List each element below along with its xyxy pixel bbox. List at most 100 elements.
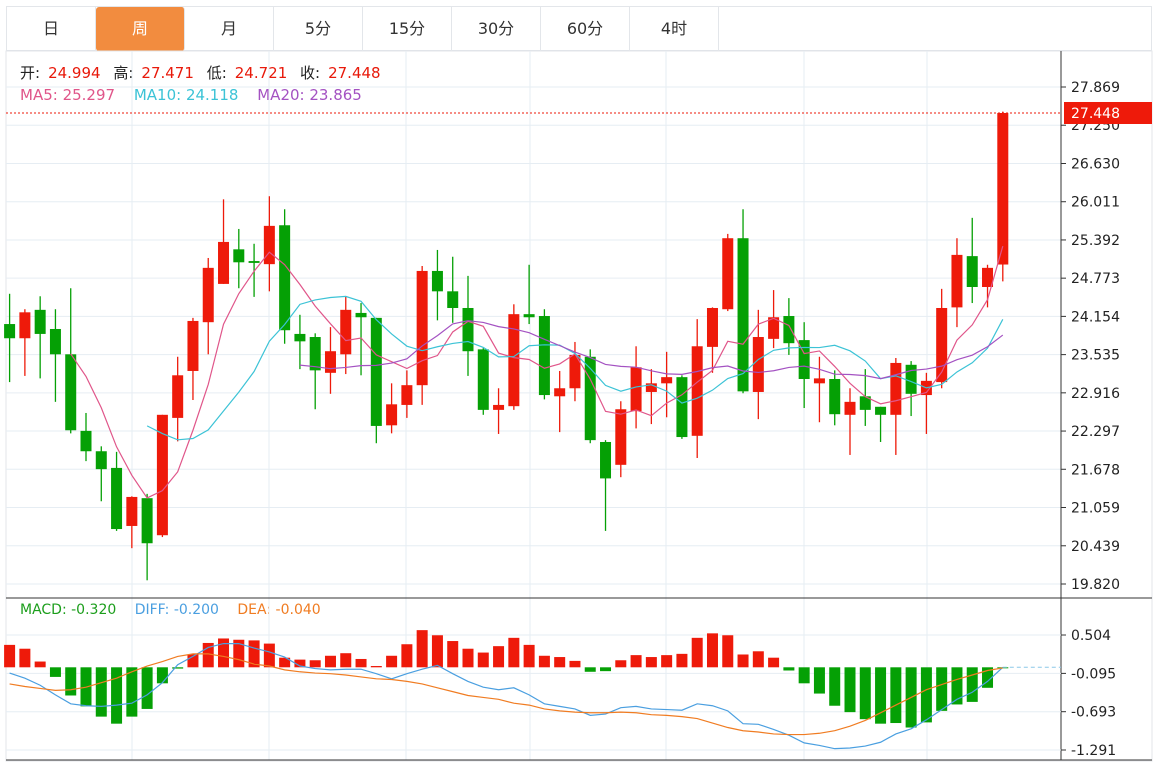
candle: [218, 199, 230, 284]
macd-value: MACD: -0.320: [20, 602, 117, 618]
tab-7[interactable]: 4时: [630, 7, 719, 51]
candle: [111, 451, 123, 531]
candle-body: [34, 309, 46, 334]
ma20-line: [299, 320, 1004, 380]
candle-body: [813, 378, 825, 384]
candle: [202, 257, 214, 355]
macd-bar: [875, 667, 887, 724]
macd-bar: [936, 667, 948, 711]
candle: [493, 388, 505, 434]
candle-body: [538, 316, 550, 396]
candle: [905, 361, 917, 417]
macd-bar: [569, 660, 581, 668]
candle: [309, 333, 321, 410]
candle-body: [95, 451, 107, 470]
candle: [676, 375, 688, 439]
candle-body: [706, 307, 718, 347]
candle: [477, 348, 489, 415]
macd-bar: [477, 652, 489, 668]
macd-bar: [554, 657, 566, 668]
candle-body: [554, 388, 566, 397]
candle: [829, 370, 841, 426]
tab-4[interactable]: 15分: [363, 7, 452, 51]
macd-bar: [172, 667, 184, 669]
macd-bar: [218, 638, 230, 668]
candle: [951, 238, 963, 328]
candle: [523, 264, 535, 325]
price-tick-label: 26.630: [1071, 157, 1120, 173]
candle: [706, 307, 718, 373]
macd-bar: [829, 667, 841, 706]
candle: [462, 275, 474, 376]
tab-6[interactable]: 60分: [541, 7, 630, 51]
candle: [65, 288, 77, 434]
macd-bar: [34, 661, 46, 668]
candle: [187, 317, 199, 400]
macd-bar: [126, 667, 138, 717]
candle-body: [661, 377, 673, 384]
candle-body: [447, 291, 459, 308]
tab-3[interactable]: 5分: [274, 7, 363, 51]
macd-bar: [813, 667, 825, 694]
candle: [416, 266, 428, 405]
candle: [584, 349, 596, 444]
candle: [538, 309, 550, 400]
macd-bar: [431, 635, 443, 668]
macd-bar: [890, 667, 902, 724]
candle: [600, 440, 612, 531]
candle: [890, 358, 902, 455]
macd-bar: [462, 648, 474, 668]
low-label: 低:: [206, 64, 227, 82]
candle: [691, 319, 703, 459]
macd-bar: [768, 657, 780, 668]
price-tick-label: 26.011: [1071, 195, 1120, 211]
candle: [95, 446, 107, 502]
candle-body: [905, 364, 917, 394]
candle-body: [49, 328, 61, 355]
price-tick-label: 24.773: [1071, 271, 1120, 287]
tab-5[interactable]: 30分: [452, 7, 541, 51]
tab-0[interactable]: 日: [7, 7, 96, 51]
candle-body: [859, 396, 871, 410]
price-tick-label: 20.439: [1071, 539, 1120, 555]
candle-body: [584, 356, 596, 441]
candle-body: [676, 377, 688, 438]
macd-bar: [982, 667, 994, 688]
candle: [141, 493, 153, 581]
diff-line: [9, 642, 1004, 750]
candle-body: [752, 337, 764, 392]
candle-body: [65, 354, 77, 431]
open-value: 24.994: [48, 64, 101, 82]
macd-bar: [630, 655, 642, 668]
price-tick-label: 22.916: [1071, 386, 1120, 402]
macd-tick-label: -1.291: [1071, 743, 1116, 759]
candle-body: [416, 270, 428, 386]
tab-1[interactable]: 周: [96, 7, 185, 51]
macd-bar: [65, 667, 77, 696]
candle: [355, 303, 367, 376]
ma-readout: MA5: 25.297 MA10: 24.118 MA20: 23.865: [20, 86, 370, 104]
macd-bar: [600, 667, 612, 672]
candle: [370, 317, 382, 444]
high-value: 27.471: [141, 64, 194, 82]
candle-body: [890, 362, 902, 415]
candle-body: [248, 261, 260, 263]
candle-body: [80, 430, 92, 452]
current-price-tag: [1064, 101, 1152, 124]
candle-body: [982, 267, 994, 287]
macd-bar: [187, 654, 199, 668]
candle-body: [951, 254, 963, 308]
tab-2[interactable]: 月: [185, 7, 274, 51]
candle: [554, 370, 566, 433]
candle-body: [172, 375, 184, 418]
candle: [737, 209, 749, 394]
macd-bar: [248, 640, 260, 668]
candle-body: [477, 349, 489, 410]
candle-body: [997, 112, 1009, 265]
candle: [279, 209, 291, 344]
candle: [324, 327, 336, 394]
candle: [126, 496, 138, 549]
candle-body: [233, 249, 245, 263]
macd-bar: [370, 666, 382, 668]
